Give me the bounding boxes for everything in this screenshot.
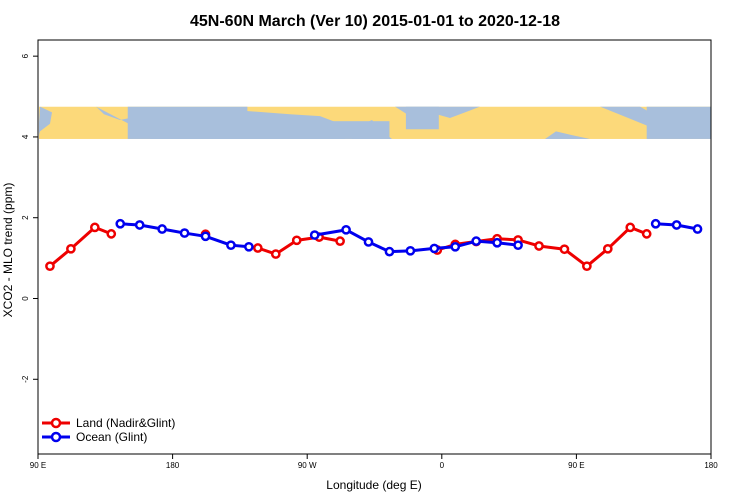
legend-entry-land: Land (Nadir&Glint) xyxy=(42,416,175,430)
data-point xyxy=(115,218,126,229)
y-tick-label: 6 xyxy=(21,53,30,58)
map-ocean-region xyxy=(39,106,52,136)
series-ocean xyxy=(115,218,703,257)
data-point xyxy=(559,244,570,255)
data-point xyxy=(405,245,416,256)
y-tick-label: 2 xyxy=(21,215,30,220)
data-point xyxy=(582,261,592,272)
data-point xyxy=(244,241,254,252)
x-tick-label: 90 E xyxy=(30,461,46,470)
legend-land-label: Land (Nadir&Glint) xyxy=(76,416,175,430)
data-point xyxy=(89,222,100,233)
plot-frame xyxy=(37,39,712,455)
series-layer xyxy=(45,218,703,272)
data-point xyxy=(134,220,145,230)
legend-ocean-marker xyxy=(50,431,62,443)
data-point xyxy=(200,231,211,242)
map-ocean-region xyxy=(127,106,248,139)
data-point xyxy=(641,229,652,239)
data-point xyxy=(625,222,636,233)
x-axis-label: Longitude (deg E) xyxy=(326,478,421,492)
data-point xyxy=(309,230,320,240)
legend: Land (Nadir&Glint) Ocean (Glint) xyxy=(42,416,175,444)
map-ocean-region xyxy=(244,121,390,139)
y-axis: -2 0 2 4 6 xyxy=(21,53,38,383)
data-point xyxy=(106,229,117,239)
data-point xyxy=(492,237,502,248)
x-tick-label: 0 xyxy=(440,461,445,470)
data-point xyxy=(602,243,613,254)
data-point xyxy=(226,240,236,251)
data-point xyxy=(363,237,374,247)
data-point xyxy=(335,236,345,246)
world-map-band xyxy=(39,106,711,139)
map-ocean-region xyxy=(405,106,439,130)
y-tick-label: 0 xyxy=(21,296,30,301)
x-tick-label: 180 xyxy=(704,461,718,470)
series-line xyxy=(314,228,519,254)
data-point xyxy=(692,224,703,234)
data-point xyxy=(650,218,661,229)
x-tick-label: 90 E xyxy=(568,461,584,470)
x-tick-label: 90 W xyxy=(298,461,317,470)
y-axis-label: XCO2 - MLO trend (ppm) xyxy=(1,183,15,318)
chart-title: 45N-60N March (Ver 10) 2015-01-01 to 202… xyxy=(190,13,560,30)
data-point xyxy=(341,224,351,235)
data-point xyxy=(471,236,482,246)
data-point xyxy=(66,243,76,254)
data-point xyxy=(384,246,395,257)
x-tick-label: 180 xyxy=(166,461,180,470)
legend-land-marker xyxy=(50,417,62,429)
legend-entry-ocean: Ocean (Glint) xyxy=(42,430,147,444)
y-tick-label: 4 xyxy=(21,134,30,139)
map-ocean-region xyxy=(646,106,711,139)
data-point xyxy=(252,243,263,253)
data-point xyxy=(157,224,167,234)
map-ocean-region xyxy=(545,131,590,139)
data-point xyxy=(291,235,302,246)
data-point xyxy=(45,261,55,272)
x-axis: 90 E 180 90 W 0 90 E 180 xyxy=(30,454,718,470)
data-point xyxy=(534,241,544,251)
data-point xyxy=(450,241,461,252)
legend-ocean-label: Ocean (Glint) xyxy=(76,430,147,444)
data-point xyxy=(179,228,190,238)
data-point xyxy=(671,220,682,230)
data-point xyxy=(513,240,523,251)
data-point xyxy=(429,243,440,254)
data-point xyxy=(270,249,281,259)
series-line xyxy=(49,225,112,268)
y-tick-label: -2 xyxy=(21,375,30,383)
